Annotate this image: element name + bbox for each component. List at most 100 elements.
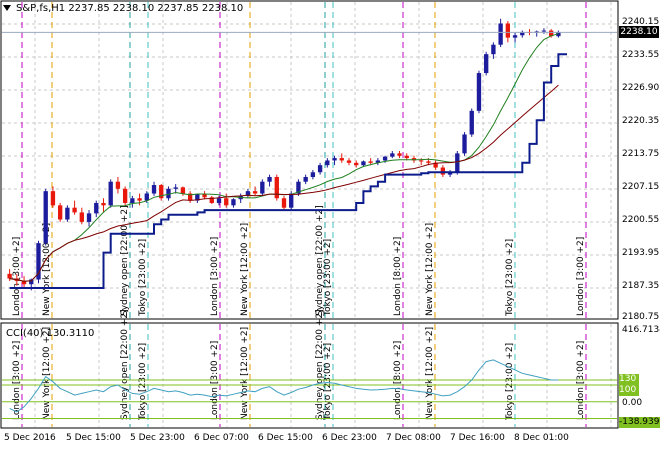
candle-body: [166, 188, 171, 199]
candle-body: [289, 193, 294, 208]
candle-body: [375, 160, 381, 163]
candle-body: [303, 176, 308, 182]
candle-body: [130, 198, 135, 203]
price-axis-label: 2200.55: [622, 215, 660, 225]
candle-body: [180, 187, 186, 194]
price-axis-label: 2207.15: [622, 182, 660, 192]
session-label: Tokyo [23:00 +2]: [323, 343, 333, 421]
price-axis-label: 2220.35: [622, 116, 660, 126]
candle-body: [187, 193, 193, 201]
time-axis-label: 5 Dec 15:00: [66, 433, 121, 443]
candle-body: [79, 212, 84, 222]
candle-body: [491, 44, 496, 55]
candle-body: [101, 202, 106, 206]
cci-axis-top: 416.7134: [622, 325, 660, 335]
candle-body: [29, 279, 34, 285]
candle-body: [505, 23, 511, 38]
candle-body: [382, 156, 388, 161]
session-label: New York [12:00 +2]: [42, 223, 52, 316]
candle-body: [484, 54, 489, 74]
main-chart-border: [0, 0, 619, 320]
session-label: New York [12:00 +2]: [425, 327, 435, 420]
session-label: Sydney open [22:00 +2]: [315, 309, 325, 420]
candle-body: [137, 198, 142, 201]
session-label: New York [12:00 +2]: [240, 327, 250, 420]
session-label: Sydney open [22:00 +2]: [120, 205, 130, 316]
candle-body: [36, 243, 41, 280]
chart-title: S&P,fs,H1 2237.85 2238.10 2237.85 2238.1…: [16, 3, 244, 14]
session-label: Tokyo [23:00 +2]: [505, 239, 515, 317]
candle-body: [50, 191, 56, 206]
session-label: Sydney open [22:00 +2]: [315, 205, 325, 316]
candle-body: [122, 188, 128, 203]
time-axis-label: 5 Dec 2016: [4, 433, 56, 443]
candle-body: [310, 172, 316, 177]
ma-slow-line: [9, 84, 559, 282]
time-axis-label: 7 Dec 08:00: [386, 433, 441, 443]
candle-body: [462, 134, 467, 154]
candle-body: [209, 197, 214, 203]
trailing-stop-line: [9, 53, 567, 289]
candle-body: [397, 153, 402, 156]
candle-body: [267, 176, 272, 182]
cci-pane-border: [0, 322, 619, 429]
candle-body: [43, 191, 48, 244]
candle-body: [476, 73, 482, 111]
cci-level-low-badge: 100: [619, 385, 639, 396]
candle-body: [447, 172, 453, 175]
price-axis-label: 2180.75: [622, 312, 660, 322]
candle-body: [252, 191, 258, 194]
session-label: New York [12:00 +2]: [425, 223, 435, 316]
candle-body: [231, 199, 236, 206]
candle-body: [549, 30, 554, 37]
session-label: Tokyo [23:00 +2]: [505, 343, 515, 421]
candle-body: [21, 280, 27, 285]
candle-body: [361, 161, 366, 166]
candle-body: [512, 35, 518, 38]
candle-body: [57, 205, 63, 220]
candle-body: [72, 207, 77, 213]
time-axis-label: 6 Dec 23:00: [322, 433, 377, 443]
candle-body: [296, 181, 301, 194]
candle-body: [195, 194, 200, 201]
candle-body: [224, 198, 229, 206]
chart-menu-arrow-icon[interactable]: [3, 5, 11, 11]
cci-line: [9, 359, 559, 413]
price-axis-label: 2233.55: [622, 50, 660, 60]
candle-body: [245, 191, 251, 196]
time-axis-label: 8 Dec 01:00: [514, 433, 569, 443]
candle-body: [7, 273, 12, 279]
price-axis-label: 2193.95: [622, 248, 660, 258]
candle-body: [159, 185, 164, 199]
candle-body: [469, 110, 474, 135]
time-axis-label: 6 Dec 07:00: [194, 433, 249, 443]
session-label: Sydney open [22:00 +2]: [120, 309, 130, 420]
candle-body: [65, 207, 70, 220]
candle-body: [354, 162, 359, 166]
candle-body: [144, 193, 149, 201]
candle-body: [151, 185, 157, 194]
price-axis-label: 2240.15: [622, 17, 660, 27]
candle-body: [317, 165, 323, 173]
price-axis-label: 2226.90: [622, 83, 660, 93]
price-axis-label: 2187.35: [622, 281, 660, 291]
session-label: London [3:00 +2]: [576, 237, 586, 316]
candle-body: [390, 153, 395, 157]
time-axis-label: 7 Dec 16:00: [450, 433, 505, 443]
price-axis-label: 2213.75: [622, 149, 660, 159]
candle-body: [426, 161, 431, 163]
candle-body: [404, 155, 409, 159]
candle-body: [86, 213, 92, 222]
candle-body: [115, 181, 121, 189]
current-price-badge: 2238.10: [619, 26, 659, 38]
candle-body: [173, 187, 178, 189]
candle-body: [216, 198, 222, 203]
candle-body: [440, 167, 446, 175]
candle-body: [202, 194, 207, 198]
candle-body: [94, 202, 99, 214]
candle-body: [498, 23, 503, 45]
candle-body: [520, 31, 525, 36]
session-label: London [8:00 +2]: [393, 237, 403, 316]
